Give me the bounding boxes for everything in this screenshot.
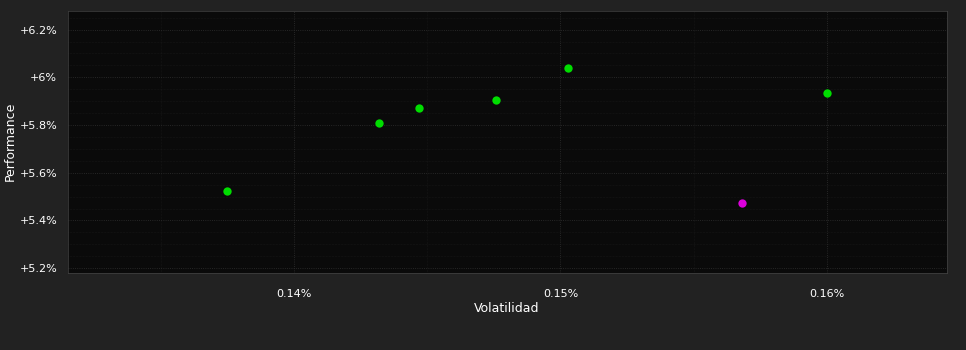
- Point: [372, 120, 387, 125]
- Point: [412, 106, 427, 111]
- Point: [219, 188, 235, 194]
- Point: [734, 200, 750, 205]
- X-axis label: Volatilidad: Volatilidad: [474, 302, 540, 315]
- Y-axis label: Performance: Performance: [4, 102, 16, 181]
- Point: [819, 90, 835, 96]
- Point: [489, 97, 504, 103]
- Point: [560, 65, 576, 71]
